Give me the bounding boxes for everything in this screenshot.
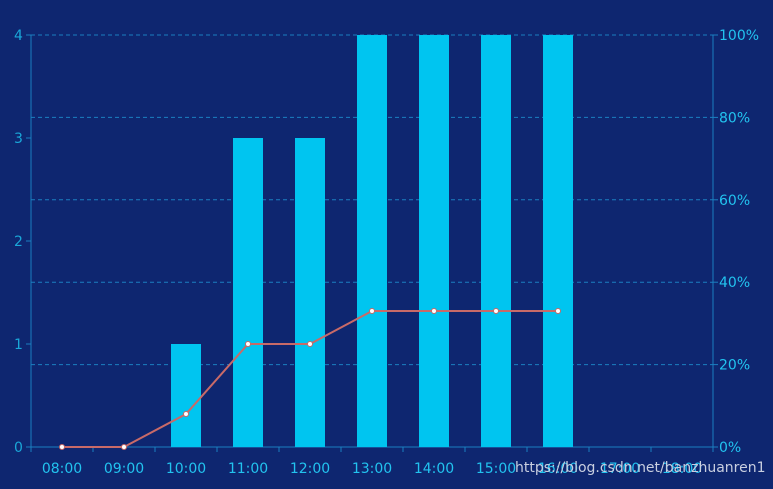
line-point [493,308,499,315]
bar [171,344,201,447]
bar [419,35,449,447]
line-point [307,341,313,347]
x-axis-tick-label: 12:00 [290,461,330,477]
bar [357,35,387,447]
line-point [59,444,65,450]
x-axis-tick-label: 17:00 [600,461,640,477]
x-axis-tick-label: 13:00 [352,461,392,477]
line-point [369,308,375,315]
x-axis-tick-label: 10:00 [166,461,206,477]
right-axis-tick-label: 0% [719,440,741,456]
left-axis-tick-label: 0 [14,440,23,456]
right-axis-tick-label: 80% [719,110,750,126]
right-axis-tick-label: 40% [719,275,750,291]
line-point [555,308,561,315]
x-axis-tick-label: 16:00 [538,461,578,477]
right-axis-tick-label: 60% [719,193,750,209]
right-axis-tick-label: 100% [719,28,759,44]
left-axis-tick-label: 2 [14,234,23,250]
x-axis-tick-label: 18:00 [662,461,702,477]
line-point [245,341,251,347]
bar [295,138,325,447]
line-point [183,411,189,418]
x-axis-tick-label: 09:00 [104,461,144,477]
bar [543,35,573,447]
left-axis-tick-label: 4 [14,28,23,44]
x-axis-tick-label: 15:00 [476,461,516,477]
x-axis-tick-label: 14:00 [414,461,454,477]
bar [233,138,263,447]
x-axis-tick-label: 11:00 [228,461,268,477]
left-axis-tick-label: 3 [14,131,23,147]
x-axis-tick-label: 08:00 [42,461,82,477]
left-axis-tick-label: 1 [14,337,23,353]
watermark: https://blog.csdn.net/banzhuanren1 [515,460,766,476]
line-point [121,444,127,450]
line-point [431,308,437,315]
right-axis-tick-label: 20% [719,358,750,374]
bar [481,35,511,447]
